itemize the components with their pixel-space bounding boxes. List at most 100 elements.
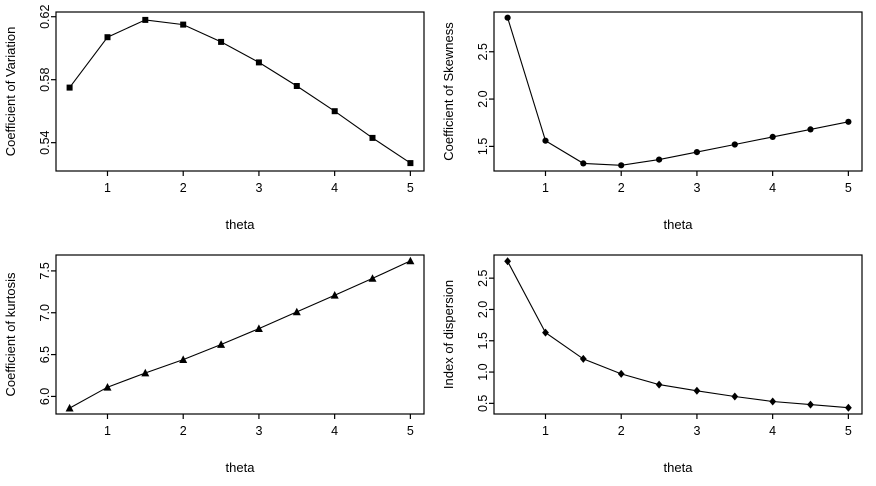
chart-background bbox=[0, 243, 438, 486]
y-tick-label: 2.0 bbox=[476, 301, 490, 318]
plot-box bbox=[493, 254, 863, 415]
y-tick-label: 0.5 bbox=[476, 395, 490, 412]
plot-box bbox=[55, 254, 425, 415]
plot-box bbox=[55, 11, 425, 172]
x-tick-label: 1 bbox=[104, 181, 111, 195]
x-tick-label: 3 bbox=[255, 181, 262, 195]
data-point-marker bbox=[542, 137, 549, 144]
data-point-marker bbox=[180, 21, 187, 28]
data-point-marker bbox=[807, 400, 814, 409]
data-series-line bbox=[69, 19, 411, 164]
y-axis-label: Coefficient of Variation bbox=[3, 27, 18, 157]
y-tick-label: 1.5 bbox=[476, 138, 490, 155]
data-point-marker bbox=[103, 383, 112, 391]
x-tick-label: 3 bbox=[255, 424, 262, 438]
x-tick-label: 2 bbox=[618, 181, 625, 195]
data-point-marker bbox=[406, 256, 415, 265]
data-point-marker bbox=[292, 307, 301, 316]
chart-svg: 1 2 3 4 5 0.5 1.0 1.5 2.0 2.5 theta Index of disper… bbox=[438, 243, 876, 486]
chart-background bbox=[438, 0, 876, 243]
x-tick-label: 1 bbox=[104, 424, 111, 438]
y-axis-label: Coefficient of kurtosis bbox=[3, 272, 18, 397]
data-point-marker bbox=[579, 354, 587, 363]
data-point-marker bbox=[254, 324, 263, 332]
data-point-marker bbox=[655, 380, 663, 389]
y-tick-label: 1.0 bbox=[476, 363, 490, 380]
data-point-marker bbox=[618, 162, 625, 169]
data-point-marker bbox=[179, 355, 188, 363]
y-tick-label: 0.54 bbox=[38, 130, 52, 154]
chart-background bbox=[438, 243, 876, 486]
data-point-marker bbox=[217, 340, 226, 348]
data-point-marker bbox=[65, 403, 74, 412]
x-axis-label: theta bbox=[664, 217, 694, 232]
x-tick-label: 3 bbox=[693, 181, 700, 195]
y-tick-label: 7.5 bbox=[38, 262, 52, 279]
y-tick-label: 2.5 bbox=[476, 269, 490, 286]
data-point-marker bbox=[142, 16, 149, 23]
data-point-marker bbox=[731, 392, 739, 401]
y-tick-label: 6.0 bbox=[38, 388, 52, 405]
data-point-marker bbox=[293, 83, 300, 89]
y-tick-label: 2.5 bbox=[476, 43, 490, 60]
data-point-marker bbox=[331, 108, 338, 115]
x-axis-label: theta bbox=[664, 460, 694, 475]
chart-index-of-dispersion: 1 2 3 4 5 0.5 1.0 1.5 2.0 2.5 theta Index of disper… bbox=[438, 243, 876, 486]
chart-svg: 1 2 3 4 5 1.5 2.0 2.5 theta Coefficient of Skewne… bbox=[438, 0, 876, 243]
data-point-marker bbox=[769, 397, 777, 406]
chart-svg: 1 2 3 4 5 0.54 0.58 0.62 theta Coefficient of Var… bbox=[0, 0, 438, 243]
data-point-marker bbox=[656, 156, 663, 163]
x-tick-label: 5 bbox=[407, 424, 414, 438]
x-tick-label: 4 bbox=[331, 181, 338, 195]
data-point-marker bbox=[104, 34, 111, 41]
x-tick-label: 3 bbox=[693, 424, 700, 438]
data-series-line bbox=[507, 17, 849, 166]
data-point-marker bbox=[769, 133, 776, 140]
data-point-marker bbox=[807, 126, 814, 133]
y-tick-label: 7.0 bbox=[38, 304, 52, 321]
data-point-marker bbox=[845, 118, 852, 125]
x-tick-label: 5 bbox=[845, 424, 852, 438]
x-axis-label: theta bbox=[226, 217, 256, 232]
y-tick-label: 6.5 bbox=[38, 346, 52, 363]
data-point-marker bbox=[369, 134, 376, 141]
y-axis-label: Index of dispersion bbox=[441, 280, 456, 389]
x-tick-label: 1 bbox=[542, 181, 549, 195]
data-point-marker bbox=[368, 274, 377, 282]
data-point-marker bbox=[542, 328, 549, 337]
x-axis-label: theta bbox=[226, 460, 256, 475]
data-series-line bbox=[507, 261, 849, 409]
data-point-marker bbox=[66, 84, 73, 91]
x-tick-label: 4 bbox=[769, 181, 776, 195]
data-point-marker bbox=[407, 160, 414, 167]
y-tick-label: 2.0 bbox=[476, 90, 490, 107]
y-tick-label: 0.58 bbox=[38, 67, 52, 91]
x-tick-label: 5 bbox=[407, 181, 414, 195]
data-point-marker bbox=[504, 257, 511, 266]
x-tick-label: 2 bbox=[618, 424, 625, 438]
data-point-marker bbox=[693, 386, 701, 395]
data-point-marker bbox=[218, 38, 225, 45]
data-point-marker bbox=[617, 369, 625, 378]
plot-box bbox=[493, 11, 863, 172]
chart-coefficient-of-variation: 1 2 3 4 5 0.54 0.58 0.62 theta Coefficient of Var… bbox=[0, 0, 438, 243]
chart-svg: 1 2 3 4 5 6.0 6.5 7.0 7.5 theta Coefficient of kur… bbox=[0, 243, 438, 486]
data-point-marker bbox=[731, 141, 738, 148]
data-point-marker bbox=[504, 14, 511, 21]
data-point-marker bbox=[330, 291, 339, 299]
y-tick-label: 1.5 bbox=[476, 332, 490, 349]
y-axis-label: Coefficient of Skewness bbox=[441, 22, 456, 161]
x-tick-label: 4 bbox=[331, 424, 338, 438]
chart-coefficient-of-skewness: 1 2 3 4 5 1.5 2.0 2.5 theta Coefficient of Skewne… bbox=[438, 0, 876, 243]
x-tick-label: 2 bbox=[180, 181, 187, 195]
x-tick-label: 1 bbox=[542, 424, 549, 438]
chart-coefficient-of-kurtosis: 1 2 3 4 5 6.0 6.5 7.0 7.5 theta Coefficient of kur… bbox=[0, 243, 438, 486]
data-point-marker bbox=[693, 149, 700, 156]
chart-background bbox=[0, 0, 438, 243]
data-point-marker bbox=[845, 403, 852, 412]
data-point-marker bbox=[255, 59, 262, 66]
y-tick-label: 0.62 bbox=[38, 5, 52, 29]
x-tick-label: 5 bbox=[845, 181, 852, 195]
